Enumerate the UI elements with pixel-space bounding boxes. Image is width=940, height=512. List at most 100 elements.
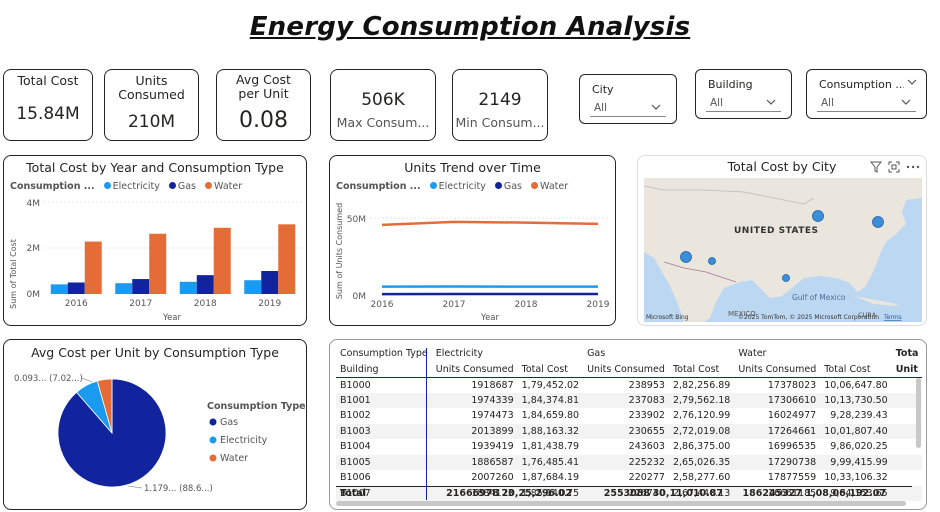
building-dropdown[interactable]: All — [706, 94, 781, 112]
value-cell: 1,79,452.02 — [521, 379, 580, 391]
bar-water-2017[interactable] — [149, 233, 167, 294]
matrix-header-row: Consumption Type Electricity Gas Water T… — [336, 346, 922, 362]
matrix-col-header[interactable]: Total Cost — [672, 363, 720, 375]
focus-mode-icon[interactable] — [888, 161, 900, 173]
more-options-icon[interactable] — [906, 161, 920, 173]
slicer-value: All — [594, 102, 608, 114]
bar-electricity-2019[interactable] — [244, 280, 262, 294]
matrix-table: Consumption Type Electricity Gas Water T… — [336, 346, 923, 501]
value-cell: 237083 — [628, 394, 665, 406]
value-cell: 16661185 — [767, 487, 817, 499]
value-cell: 10,13,730.50 — [824, 394, 888, 406]
chevron-down-icon — [651, 104, 661, 110]
chevron-down-icon[interactable] — [906, 76, 918, 88]
map-panel: Total Cost by City UNITED STATES Gulf of… — [637, 155, 927, 326]
legend-item: Gas — [503, 181, 523, 192]
city-bubble[interactable] — [812, 210, 824, 222]
matrix-group-header[interactable]: Electricity — [435, 348, 483, 360]
pie-slice-water[interactable] — [96, 378, 113, 434]
table-row[interactable]: B1000 1918687 1,79,452.02 238953 2,82,256.89… — [336, 377, 922, 393]
value-cell: 10,01,807.40 — [824, 425, 888, 437]
slicer-title: Building — [708, 78, 753, 91]
value-cell: 220277 — [628, 472, 665, 484]
consumption-slicer[interactable]: Consumption ... All — [806, 69, 927, 119]
bar-water-2018[interactable] — [213, 227, 231, 294]
vertical-scrollbar[interactable] — [916, 378, 921, 448]
value-cell: 1,84,659.80 — [521, 410, 580, 422]
chart-title: Total Cost by Year and Consumption Type — [26, 160, 284, 175]
chart-title: Avg Cost per Unit by Consumption Type — [31, 345, 279, 360]
table-row[interactable]: B1004 1939419 1,81,438.79 243603 2,86,375.00… — [336, 439, 922, 455]
city-bubble[interactable] — [782, 274, 790, 282]
x-tick: 2016 — [65, 299, 88, 309]
value-cell: 2,65,026.35 — [672, 456, 731, 468]
horizontal-scrollbar[interactable] — [336, 501, 906, 506]
city-slicer[interactable]: City All — [579, 74, 677, 124]
city-bubble[interactable] — [708, 257, 716, 265]
matrix-row-header[interactable]: Building — [340, 363, 379, 375]
bar-water-2016[interactable] — [84, 241, 102, 294]
table-row[interactable]: B1001 1974339 1,84,374.81 237083 2,79,562.18… — [336, 392, 923, 408]
table-row[interactable]: B1007 1884173 1,85,140.75 226740 2,67,440.13… — [336, 485, 923, 501]
value-cell — [892, 470, 923, 486]
y-tick: 2M — [27, 244, 41, 254]
x-tick: 2019 — [587, 300, 610, 310]
matrix-col-header[interactable]: Units Consumed — [587, 363, 665, 375]
bing-logo: Microsoft Bing — [646, 314, 689, 321]
map-canvas[interactable]: UNITED STATES Gulf of Mexico MEXICO CUBA… — [644, 178, 922, 322]
y-axis-label: Sum of Units Consumed — [335, 203, 344, 299]
terms-link[interactable]: Terms — [883, 314, 902, 321]
border-line — [663, 261, 737, 283]
value-cell: 1,81,438.79 — [521, 441, 580, 453]
matrix-group-header[interactable]: Gas — [587, 348, 606, 360]
total-cell: 20,25,296.02 — [501, 488, 572, 499]
matrix-panel: Consumption Type Electricity Gas Water T… — [329, 339, 927, 510]
matrix-row-header[interactable]: Consumption Type — [340, 348, 428, 360]
chevron-down-icon — [766, 99, 776, 105]
value-cell: 1939419 — [471, 441, 514, 453]
value-cell: 9,84,153.65 — [830, 487, 888, 499]
matrix-col-header[interactable]: Total Cost — [521, 363, 568, 375]
building-slicer[interactable]: Building All — [695, 69, 792, 119]
matrix-group-header[interactable]: Tota — [895, 348, 919, 360]
gulf-label: Gulf of Mexico — [792, 293, 846, 302]
matrix-col-header[interactable]: Unit — [895, 363, 918, 375]
matrix-col-header[interactable]: Total Cost — [824, 363, 871, 375]
matrix-col-header[interactable]: Units Consumed — [738, 363, 817, 375]
bar-gas-2018[interactable] — [196, 275, 214, 294]
filter-icon[interactable] — [870, 161, 882, 173]
matrix-group-header[interactable]: Water — [738, 348, 767, 360]
building-cell: B1004 — [340, 441, 371, 453]
building-cell: B1000 — [340, 379, 371, 391]
bar-electricity-2018[interactable] — [179, 281, 197, 294]
cuba-island — [854, 296, 908, 306]
value-cell: 9,28,239.43 — [830, 410, 888, 422]
border-line — [644, 185, 815, 205]
value-cell: 1,88,163.32 — [521, 425, 580, 437]
table-row[interactable]: B1003 2013899 1,88,163.32 230655 2,72,019.08… — [336, 423, 923, 439]
consumption-dropdown[interactable]: All — [817, 94, 916, 112]
city-dropdown[interactable]: All — [590, 99, 666, 117]
bar-gas-2016[interactable] — [67, 282, 85, 295]
value-cell: 2,86,375.00 — [672, 441, 731, 453]
table-row[interactable]: B1002 1974473 1,84,659.80 233902 2,76,120.99… — [336, 408, 922, 424]
total-cell: 21666978 — [446, 488, 499, 499]
city-bubble[interactable] — [680, 251, 692, 263]
line-water[interactable] — [381, 220, 599, 227]
bar-gas-2019[interactable] — [261, 271, 279, 294]
matrix-col-header[interactable]: Units Consumed — [435, 363, 514, 375]
kpi-label: Min Consum... — [455, 115, 545, 130]
bar-gas-2017[interactable] — [132, 279, 150, 294]
line-chart-panel: Units Trend over Time Consumption ... El… — [329, 155, 616, 326]
city-bubble[interactable] — [872, 216, 884, 228]
bar-electricity-2016[interactable] — [50, 284, 68, 294]
table-row[interactable]: B1006 2007260 1,87,684.19 220277 2,58,277.60… — [336, 470, 922, 486]
value-cell: 2013899 — [471, 425, 514, 437]
bar-electricity-2017[interactable] — [115, 283, 133, 294]
table-row[interactable]: B1005 1886587 1,76,485.41 225232 2,65,026.35… — [336, 454, 923, 470]
x-axis-label: Year — [480, 313, 500, 323]
value-cell: 17877559 — [767, 472, 817, 484]
bar-water-2019[interactable] — [278, 224, 296, 294]
chart-legend: Consumption ... Electricity Gas Water — [336, 181, 568, 192]
legend-title: Consumption ... — [10, 181, 95, 192]
